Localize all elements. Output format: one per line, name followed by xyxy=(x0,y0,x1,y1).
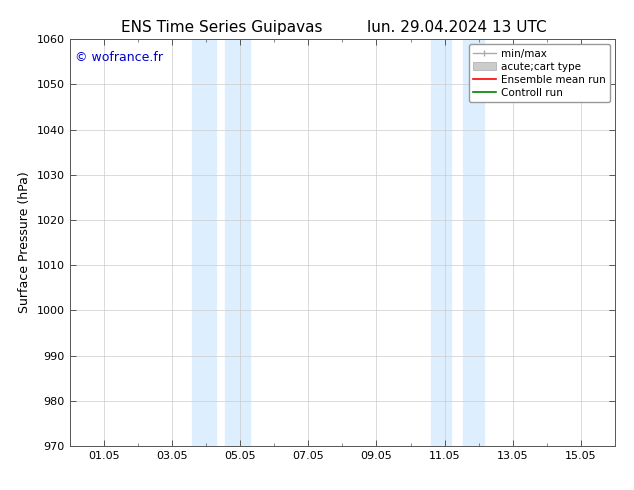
Bar xyxy=(225,39,250,446)
Y-axis label: Surface Pressure (hPa): Surface Pressure (hPa) xyxy=(18,172,31,314)
Text: © wofrance.fr: © wofrance.fr xyxy=(75,51,163,64)
Bar xyxy=(463,39,484,446)
Bar xyxy=(431,39,451,446)
Text: ENS Time Series Guipavas: ENS Time Series Guipavas xyxy=(121,20,323,35)
Bar xyxy=(192,39,216,446)
Legend: min/max, acute;cart type, Ensemble mean run, Controll run: min/max, acute;cart type, Ensemble mean … xyxy=(469,45,610,102)
Text: lun. 29.04.2024 13 UTC: lun. 29.04.2024 13 UTC xyxy=(366,20,547,35)
